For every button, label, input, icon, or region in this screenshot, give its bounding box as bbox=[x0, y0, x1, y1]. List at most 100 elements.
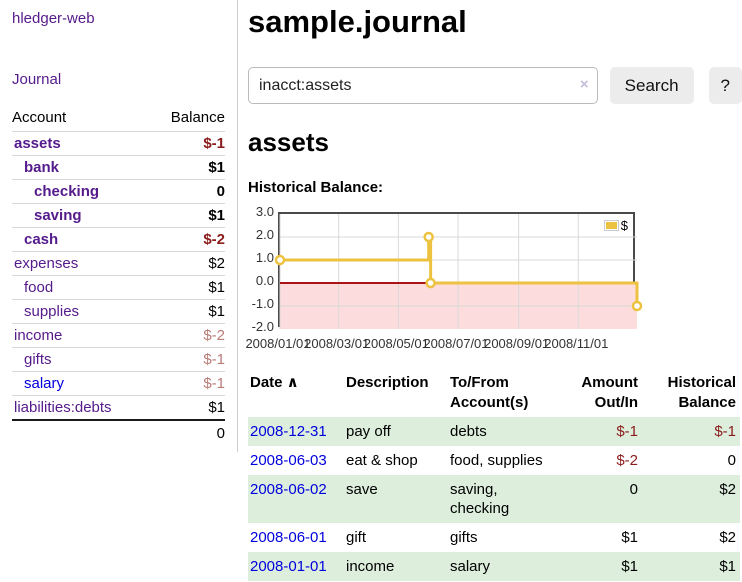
historical-balance-chart: $3.0 2.0 1.0 0.0 -1.0 -2.0 2008/01/01 2008/03/0… bbox=[245, 204, 648, 355]
help-button[interactable]: ? bbox=[708, 67, 742, 104]
y-axis-tick-label: -1.0 bbox=[251, 296, 274, 311]
account-row: supplies $1 bbox=[12, 299, 225, 324]
sort-asc-icon: ∧ bbox=[282, 374, 299, 391]
y-axis-tick-label: 0.0 bbox=[255, 273, 274, 288]
sidebar-account-link-supplies[interactable]: supplies bbox=[24, 303, 80, 320]
chart-plot-area: $ bbox=[274, 212, 643, 329]
accounts-total-row: 0 bbox=[12, 419, 225, 446]
sidebar-account-link-gifts[interactable]: gifts bbox=[24, 351, 52, 368]
register-description: income bbox=[346, 558, 395, 575]
register-balance: 0 bbox=[727, 452, 736, 469]
account-balance: 0 bbox=[149, 179, 225, 204]
accounts-header-account: Account bbox=[12, 109, 67, 126]
register-accounts: saving, checking bbox=[450, 481, 510, 517]
account-balance: $1 bbox=[149, 275, 225, 300]
register-row: 2008-06-03 eat & shop food, supplies $-2 0 bbox=[248, 446, 740, 475]
register-accounts: salary bbox=[450, 558, 491, 575]
search-button[interactable]: Search bbox=[609, 67, 694, 104]
x-axis-tick-label: 2008/09/01 bbox=[484, 336, 550, 351]
account-balance: $1 bbox=[149, 203, 225, 228]
search-form: × Search ? bbox=[248, 67, 742, 104]
account-row: gifts $-1 bbox=[12, 347, 225, 372]
register-row: 2008-06-02 save saving, checking 0 $2 bbox=[248, 475, 740, 523]
accounts-table: Account Balance assets $-1 bank $1 checking 0… bbox=[12, 105, 225, 446]
clear-search-icon[interactable]: × bbox=[579, 76, 589, 93]
nav-journal-link[interactable]: Journal bbox=[12, 71, 62, 88]
register-header-date[interactable]: Date ∧ bbox=[250, 374, 299, 391]
account-row: checking 0 bbox=[12, 179, 225, 204]
legend-swatch-icon bbox=[603, 220, 619, 231]
register-header-row: Date ∧ Description To/From Account(s) Amoun… bbox=[248, 369, 740, 417]
register-date-link[interactable]: 2008-06-03 bbox=[250, 452, 327, 469]
register-table: Date ∧ Description To/From Account(s) Amoun… bbox=[248, 369, 740, 581]
register-row: 2008-06-01 gift gifts $1 $2 bbox=[248, 523, 740, 552]
sidebar-account-link-liabilities-debts[interactable]: liabilities:debts bbox=[14, 399, 112, 416]
register-accounts: gifts bbox=[450, 529, 478, 546]
account-balance: $-1 bbox=[149, 347, 225, 372]
register-balance: $-1 bbox=[714, 423, 736, 440]
account-balance: $1 bbox=[149, 155, 225, 180]
x-axis-tick-label: 2008/01/01 bbox=[245, 336, 311, 351]
register-accounts: debts bbox=[450, 423, 487, 440]
register-header-tofrom: To/From Account(s) bbox=[450, 374, 529, 411]
y-axis-tick-label: 1.0 bbox=[255, 250, 274, 265]
sidebar-account-link-bank[interactable]: bank bbox=[24, 159, 60, 176]
sidebar-account-link-food[interactable]: food bbox=[24, 279, 54, 296]
x-axis-tick-label: 2008/07/01 bbox=[423, 336, 489, 351]
register-date-link[interactable]: 2008-06-01 bbox=[250, 529, 327, 546]
y-axis-tick-label: 2.0 bbox=[255, 227, 274, 242]
register-row: 2008-12-31 pay off debts $-1 $-1 bbox=[248, 417, 740, 446]
account-row: liabilities:debts $1 bbox=[12, 395, 225, 420]
main-content: sample.journal × Search ? assets Histori… bbox=[245, 0, 742, 581]
x-axis-tick-label: 2008/11/01 bbox=[544, 336, 609, 351]
chart-legend: $ bbox=[601, 217, 630, 234]
register-header-historical: Historical Balance bbox=[667, 374, 736, 411]
accounts-table-header-row: Account Balance bbox=[12, 105, 225, 132]
account-row: cash $-2 bbox=[12, 227, 225, 252]
register-amount: $-1 bbox=[616, 423, 638, 440]
sidebar-account-link-saving[interactable]: saving bbox=[34, 207, 82, 224]
page-title: sample.journal bbox=[248, 4, 467, 39]
y-axis-tick-label: -2.0 bbox=[251, 319, 274, 334]
register-amount: $1 bbox=[621, 529, 638, 546]
account-balance: $1 bbox=[149, 395, 225, 420]
register-balance: $2 bbox=[719, 529, 736, 546]
register-description: pay off bbox=[346, 423, 391, 440]
sidebar: hledger-web Journal Account Balance asse… bbox=[0, 0, 238, 452]
register-date-link[interactable]: 2008-12-31 bbox=[250, 423, 327, 440]
x-axis-tick-label: 2008/05/01 bbox=[363, 336, 429, 351]
search-input[interactable] bbox=[248, 67, 598, 104]
account-row: income $-2 bbox=[12, 323, 225, 348]
account-row: bank $1 bbox=[12, 155, 225, 180]
account-balance: $-1 bbox=[149, 371, 225, 396]
accounts-total-value: 0 bbox=[149, 419, 225, 446]
register-description: gift bbox=[346, 529, 367, 546]
y-axis-tick-label: 3.0 bbox=[255, 204, 274, 219]
register-amount: 0 bbox=[629, 481, 638, 498]
account-balance: $1 bbox=[149, 299, 225, 324]
x-axis-tick-label: 2008/03/01 bbox=[304, 336, 370, 351]
sidebar-account-link-assets[interactable]: assets bbox=[14, 135, 61, 152]
sidebar-account-link-checking[interactable]: checking bbox=[34, 183, 100, 200]
account-row: salary $-1 bbox=[12, 371, 225, 396]
account-balance: $-2 bbox=[149, 227, 225, 252]
chart-title: Historical Balance: bbox=[248, 179, 384, 196]
sidebar-account-link-income[interactable]: income bbox=[14, 327, 63, 344]
app-brand-link[interactable]: hledger-web bbox=[12, 10, 95, 27]
accounts-header-balance: Balance bbox=[170, 109, 225, 126]
register-date-link[interactable]: 2008-01-01 bbox=[250, 558, 327, 575]
sidebar-account-link-expenses[interactable]: expenses bbox=[14, 255, 79, 272]
sidebar-nav: Journal bbox=[12, 71, 225, 89]
register-description: save bbox=[346, 481, 378, 498]
account-row: saving $1 bbox=[12, 203, 225, 228]
chart-canvas bbox=[274, 214, 643, 329]
register-description: eat & shop bbox=[346, 452, 418, 469]
search-box: × bbox=[248, 67, 598, 104]
account-row: food $1 bbox=[12, 275, 225, 300]
sidebar-account-link-salary[interactable]: salary bbox=[24, 375, 65, 392]
sidebar-account-link-cash[interactable]: cash bbox=[24, 231, 59, 248]
register-header-description: Description bbox=[346, 374, 429, 391]
register-date-link[interactable]: 2008-06-02 bbox=[250, 481, 327, 498]
register-balance: $2 bbox=[719, 481, 736, 498]
register-header-amount: Amount Out/In bbox=[581, 374, 638, 411]
